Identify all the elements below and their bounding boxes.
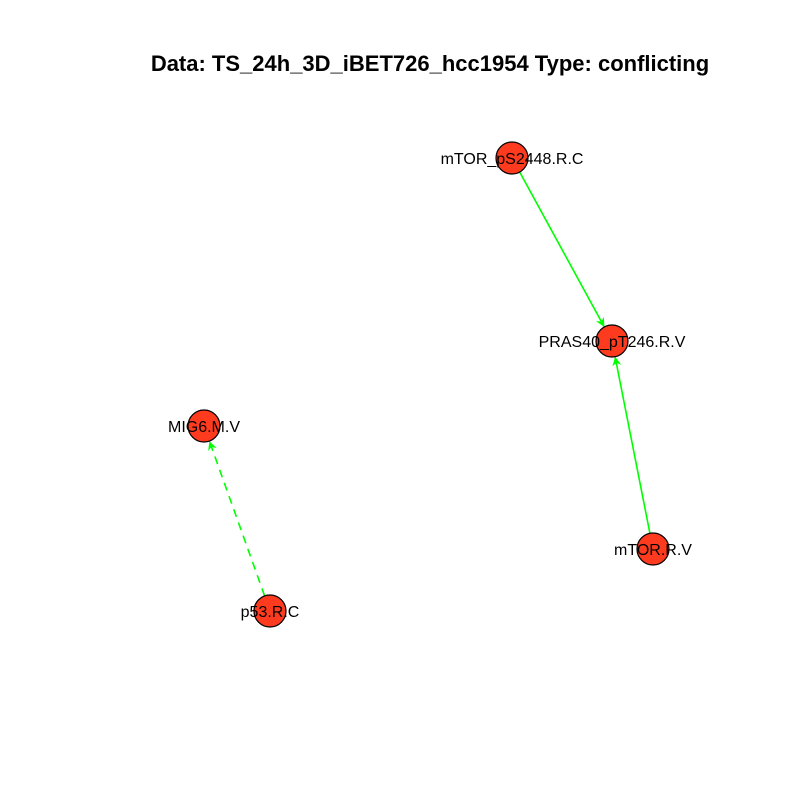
edge-mTOR_pS2448-to-PRAS40_pT246	[518, 171, 606, 328]
node-mTOR_pS2448: mTOR_pS2448.R.C	[441, 141, 584, 175]
node-label: MIG6.M.V	[168, 419, 240, 436]
edges-layer	[208, 171, 651, 597]
node-label: mTOR_pS2448.R.C	[441, 151, 584, 168]
node-label: PRAS40_pT246.R.V	[539, 334, 686, 351]
node-PRAS40_pT246: PRAS40_pT246.R.V	[539, 324, 686, 358]
diagram-title: Data: TS_24h_3D_iBET726_hcc1954 Type: co…	[151, 51, 709, 76]
node-label: p53.R.C	[241, 604, 300, 621]
nodes-layer: mTOR_pS2448.R.C PRAS40_pT246.R.V mTOR.R.V M…	[168, 141, 692, 628]
node-circle	[595, 324, 629, 358]
node-circle	[636, 532, 670, 566]
node-label: mTOR.R.V	[614, 542, 692, 559]
node-circle	[495, 141, 529, 175]
node-circle	[253, 594, 287, 628]
node-mTOR: mTOR.R.V	[614, 532, 692, 566]
node-p53: p53.R.C	[241, 594, 300, 628]
node-MIG6: MIG6.M.V	[168, 409, 240, 443]
edge-mTOR-to-PRAS40_pT246	[612, 356, 651, 534]
node-circle	[187, 409, 221, 443]
edge-p53-to-MIG6	[208, 440, 266, 597]
